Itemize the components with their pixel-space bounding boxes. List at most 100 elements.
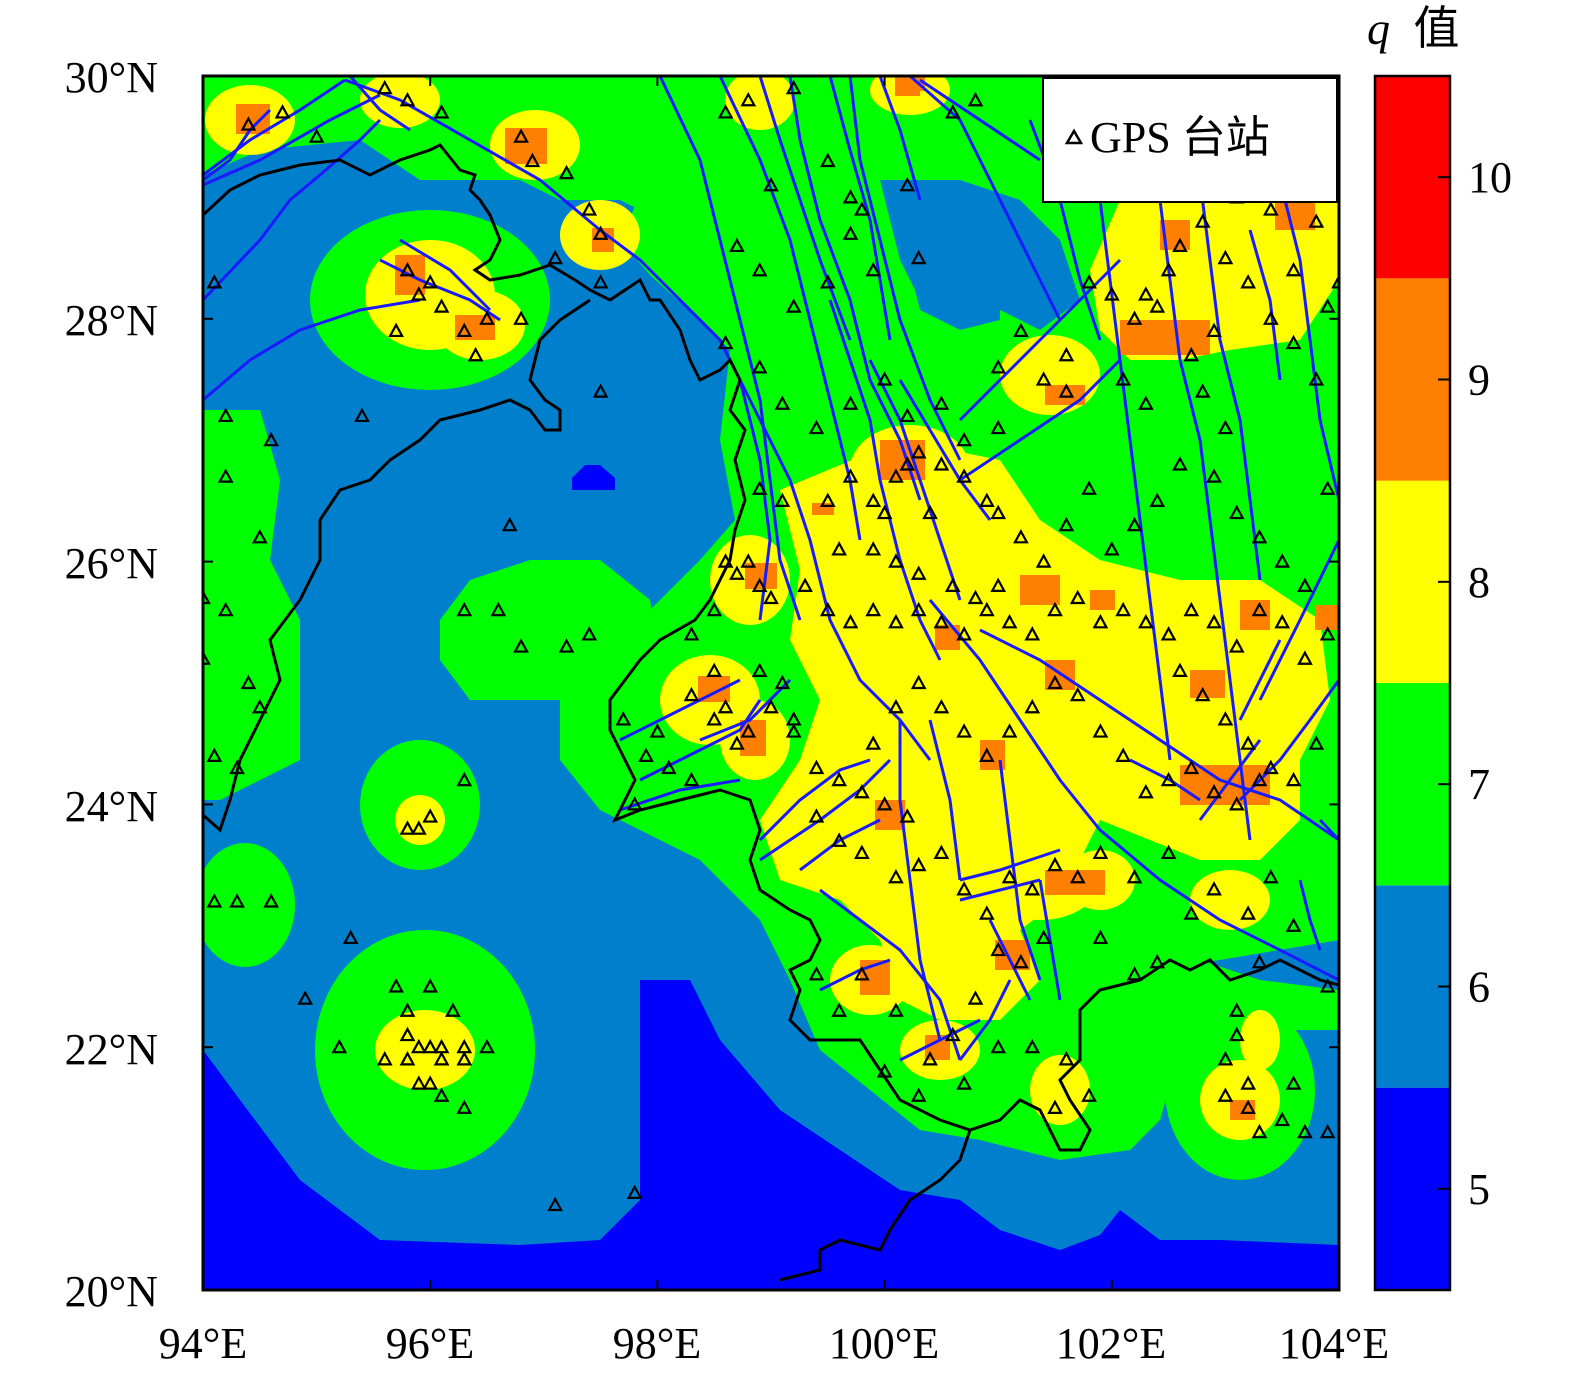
gps-station-marker (1115, 371, 1132, 386)
x-tick-label: 100°E (829, 1319, 939, 1368)
gps-station-marker (1251, 771, 1268, 787)
q-value-field (203, 76, 1339, 1290)
gps-station-marker (729, 237, 745, 253)
gps-station-marker (274, 104, 291, 119)
gps-station-marker (229, 759, 245, 775)
gps-station-marker (1285, 1075, 1302, 1090)
gps-station-marker (1331, 274, 1339, 289)
gps-station-marker (581, 626, 598, 641)
gps-station-marker (933, 614, 950, 629)
gps-station-marker (831, 541, 848, 556)
gps-station-marker (990, 1038, 1007, 1054)
gps-station-marker (1319, 298, 1336, 313)
x-tick-label: 98°E (613, 1319, 701, 1368)
gps-station-marker (456, 771, 473, 787)
gps-station-marker (774, 674, 791, 690)
gps-station-marker (763, 698, 779, 714)
gps-station-marker (729, 565, 745, 580)
gps-station-marker (910, 565, 927, 580)
gps-station-marker (1024, 881, 1041, 896)
gps-station-marker (1297, 1123, 1313, 1139)
gps-station-marker (1149, 298, 1166, 313)
gps-station-marker (251, 529, 268, 544)
gps-station-marker (1103, 541, 1120, 556)
gps-station-marker (388, 322, 404, 338)
gps-station-marker (399, 1051, 416, 1066)
gps-station-marker (660, 759, 677, 775)
gps-station-marker (990, 419, 1007, 435)
gps-station-marker (592, 274, 609, 289)
gps-station-marker (1126, 310, 1143, 325)
gps-station-marker (1217, 249, 1234, 265)
x-tick-label: 104°E (1279, 1319, 1389, 1368)
gps-station-marker (263, 431, 280, 447)
gps-station-marker (990, 504, 1007, 520)
gps-station-marker (626, 1184, 643, 1199)
gps-station-marker (808, 966, 825, 981)
y-tick-label: 22°N (65, 1025, 158, 1074)
gps-station-marker (978, 905, 995, 920)
gps-station-marker (1001, 614, 1018, 629)
gps-station-marker (1206, 881, 1222, 896)
gps-station-marker (1251, 1123, 1268, 1139)
gps-station-marker (751, 480, 768, 495)
colorbar-cell (1375, 278, 1450, 481)
x-tick-label: 102°E (1056, 1319, 1166, 1368)
gps-station-marker (956, 431, 972, 447)
gps-station-marker (422, 978, 439, 993)
gps-station-marker (819, 601, 836, 617)
gps-station-marker (399, 91, 416, 107)
gps-station-marker (433, 1087, 450, 1102)
gps-station-marker (467, 346, 484, 362)
y-tick-label: 24°N (65, 782, 158, 831)
gps-station-marker (706, 601, 723, 617)
gps-station-marker (203, 650, 211, 665)
gps-station-marker (978, 492, 995, 507)
gps-station-marker (865, 492, 882, 507)
gps-station-marker (1126, 868, 1143, 884)
colorbar: 5 6 7 8 9 10 q 值 (1367, 3, 1512, 1292)
y-tick-label: 26°N (65, 539, 158, 588)
gps-stations (203, 79, 1339, 1212)
gps-station-marker (1206, 783, 1222, 799)
gps-station-marker (1183, 905, 1200, 920)
gps-station-marker (1081, 480, 1097, 495)
gps-station-marker (1035, 553, 1052, 568)
gps-station-marker (513, 128, 529, 143)
gps-station-marker (1172, 662, 1188, 677)
gps-station-marker (251, 698, 268, 714)
gps-station-marker (956, 1075, 972, 1090)
gps-station-marker (615, 711, 632, 726)
gps-station-marker (1308, 735, 1325, 750)
gps-station-marker (854, 844, 870, 860)
gps-station-marker (1228, 504, 1245, 520)
gps-station-marker (717, 334, 734, 350)
gps-station-marker (944, 104, 961, 119)
gps-station-marker (1081, 274, 1097, 289)
gps-station-marker (808, 419, 825, 435)
colorbar-cell (1375, 76, 1450, 279)
gps-station-marker (990, 941, 1007, 957)
y-tick-label: 30°N (65, 53, 158, 102)
x-axis-labels: 94°E 96°E 98°E 100°E 102°E 104°E (159, 1319, 1389, 1368)
gps-station-marker (1058, 1051, 1075, 1066)
gps-station-marker (1228, 1002, 1245, 1017)
gps-station-marker (1160, 771, 1177, 787)
gps-station-marker (717, 104, 734, 119)
gps-station-marker (1115, 601, 1132, 617)
colorbar-tick-label: 6 (1468, 963, 1490, 1012)
gps-station-marker (1092, 929, 1109, 945)
gps-station-marker (854, 783, 870, 799)
gps-station-marker (445, 1002, 461, 1017)
gps-station-marker (751, 261, 768, 277)
colorbar-cell (1375, 885, 1450, 1088)
legend: GPS 台站 (1042, 77, 1338, 203)
gps-station-marker (910, 1087, 927, 1102)
gps-station-marker (1183, 759, 1200, 775)
gps-station-marker (1172, 456, 1188, 471)
gps-station-marker (763, 176, 779, 192)
gps-station-marker (888, 698, 904, 714)
gps-station-marker (1024, 626, 1041, 641)
gps-station-marker (206, 893, 223, 908)
y-tick-label: 20°N (65, 1267, 158, 1316)
